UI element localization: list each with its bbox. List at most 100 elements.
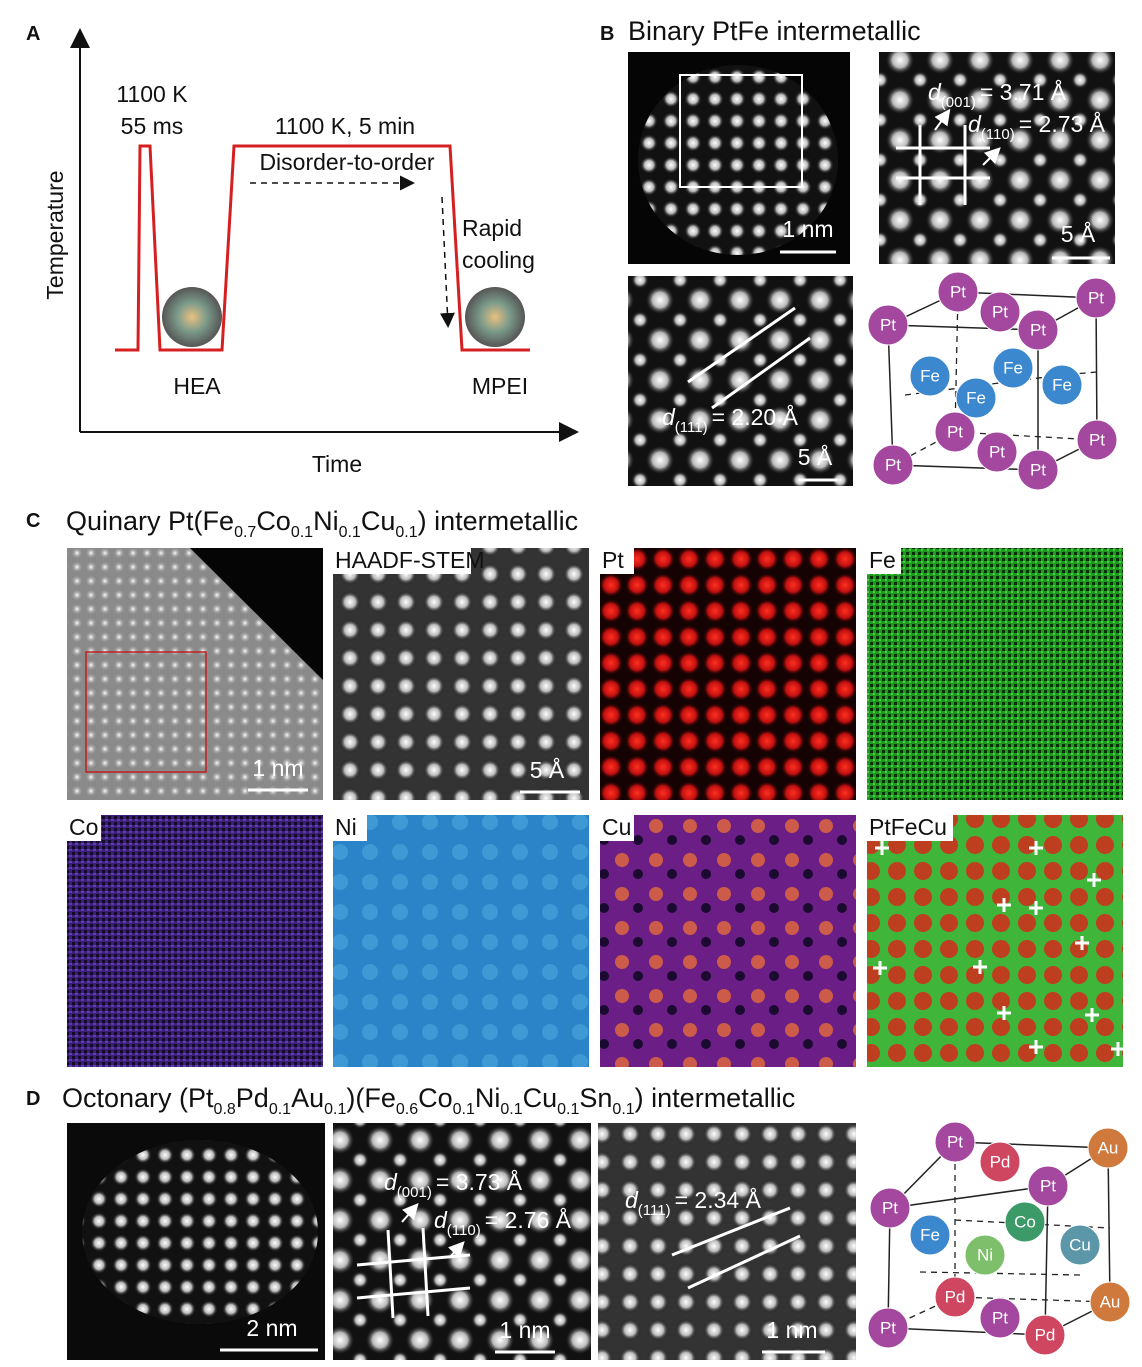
atom-label: Pt xyxy=(1030,460,1046,479)
atom xyxy=(934,1121,976,1163)
title-part: Pd xyxy=(236,1083,269,1113)
panel-title: Binary PtFe intermetallic xyxy=(628,16,921,46)
title-part: Co xyxy=(256,506,291,536)
panel-title: Quinary Pt(Fe0.7Co0.1Ni0.1Cu0.1) interme… xyxy=(66,506,578,541)
line xyxy=(421,1227,430,1317)
subscript: 0.1 xyxy=(612,1101,634,1118)
atom-label: Cu xyxy=(1069,1235,1091,1254)
line xyxy=(386,1229,395,1319)
d-value: = 2.34 Å xyxy=(675,1186,762,1213)
d-index: (111) xyxy=(675,419,708,436)
d-value: = 3.73 Å xyxy=(436,1168,523,1195)
map-label-bg xyxy=(67,815,101,841)
line xyxy=(447,1241,465,1259)
atom-label: Pt xyxy=(947,422,963,441)
atom xyxy=(1017,309,1059,351)
panel-title: Octonary (Pt0.8Pd0.1Au0.1)(Fe0.6Co0.1Ni0… xyxy=(62,1083,795,1118)
scale-bar-label: 1 nm xyxy=(782,216,833,242)
atom-label: Fe xyxy=(966,388,986,407)
scale-bar-label: 5 Å xyxy=(530,756,565,783)
atom-label: Pt xyxy=(880,1318,896,1337)
subscript: 0.6 xyxy=(396,1101,418,1118)
map-label: Cu xyxy=(602,814,631,840)
title-part: Octonary (Pt xyxy=(62,1083,214,1113)
d-symbol: d xyxy=(928,79,942,105)
atom xyxy=(976,431,1018,473)
d-symbol: d xyxy=(662,404,676,430)
atom xyxy=(872,444,914,486)
element-map xyxy=(600,548,856,800)
atom xyxy=(1089,1281,1131,1323)
zoom-box xyxy=(679,74,803,188)
subscript: 0.1 xyxy=(453,1101,475,1118)
annotation: 1100 K, 5 min xyxy=(275,113,415,139)
axis-label: Temperature xyxy=(42,170,68,299)
d-value: = 3.71 Å xyxy=(980,78,1067,105)
element-map xyxy=(867,548,1123,800)
atom-label: Pt xyxy=(1040,1176,1056,1195)
atom xyxy=(909,355,951,397)
map-label: Pt xyxy=(602,547,624,573)
subscript: 0.1 xyxy=(291,524,313,541)
map-label: Co xyxy=(69,814,98,840)
atom-label: Fe xyxy=(1052,375,1072,394)
title-part: Cu xyxy=(523,1083,558,1113)
atom xyxy=(979,291,1021,333)
atom xyxy=(1027,1165,1069,1207)
particle-image xyxy=(82,1140,318,1324)
atom xyxy=(934,1276,976,1318)
atom xyxy=(992,347,1034,389)
title-part: Ni xyxy=(313,506,339,536)
title-part: Au xyxy=(291,1083,324,1113)
d-spacing: d(110) = 2.76 Å xyxy=(434,1206,572,1239)
map-label: Fe xyxy=(869,547,896,573)
map-label-bg xyxy=(333,548,471,574)
atom-label: Pt xyxy=(989,442,1005,461)
subscript: 0.7 xyxy=(234,524,256,541)
line xyxy=(982,147,1001,166)
axis-label: Time xyxy=(312,451,362,477)
temperature-profile xyxy=(115,144,530,352)
atom xyxy=(867,1307,909,1349)
atom-label: Pt xyxy=(947,1132,963,1151)
atom-label: Fe xyxy=(920,1225,940,1244)
line xyxy=(687,306,796,384)
annotation: cooling xyxy=(462,247,535,273)
panel-label: B xyxy=(600,23,614,45)
atom xyxy=(1075,277,1117,319)
element-map xyxy=(333,548,589,800)
panel-label: C xyxy=(26,510,40,532)
d-index: (111) xyxy=(638,1202,671,1219)
atom xyxy=(869,1187,911,1229)
d-value: = 2.20 Å xyxy=(712,403,799,430)
d-spacing: d(111) = 2.34 Å xyxy=(625,1186,762,1219)
map-label-bg xyxy=(867,815,953,841)
zoom-box xyxy=(85,651,207,773)
annotation: 55 ms xyxy=(121,113,184,139)
atom xyxy=(964,1234,1006,1276)
atom-label: Pt xyxy=(885,455,901,474)
atom-label: Pt xyxy=(880,315,896,334)
atom xyxy=(1059,1224,1101,1266)
atom-label: Co xyxy=(1014,1212,1036,1231)
stem-image xyxy=(333,1123,591,1360)
atom xyxy=(1017,449,1059,491)
subscript: 0.1 xyxy=(324,1101,346,1118)
title-part: Co xyxy=(418,1083,453,1113)
nanoparticle xyxy=(162,287,222,347)
atom xyxy=(937,271,979,313)
d-index: (001) xyxy=(941,94,976,111)
title-part: ) intermetallic xyxy=(418,506,579,536)
line xyxy=(711,336,811,410)
atom-label: Pt xyxy=(1088,288,1104,307)
line xyxy=(671,1206,791,1257)
atom-label: Pt xyxy=(882,1198,898,1217)
atom xyxy=(979,1297,1021,1339)
scale-bar-label: 5 Å xyxy=(1061,220,1096,247)
annotation: Disorder-to-order xyxy=(259,149,434,175)
d-value: = 2.73 Å xyxy=(1019,110,1106,137)
title-part: )(Fe xyxy=(346,1083,396,1113)
title-part: Ni xyxy=(475,1083,501,1113)
d-index: (001) xyxy=(397,1184,432,1201)
